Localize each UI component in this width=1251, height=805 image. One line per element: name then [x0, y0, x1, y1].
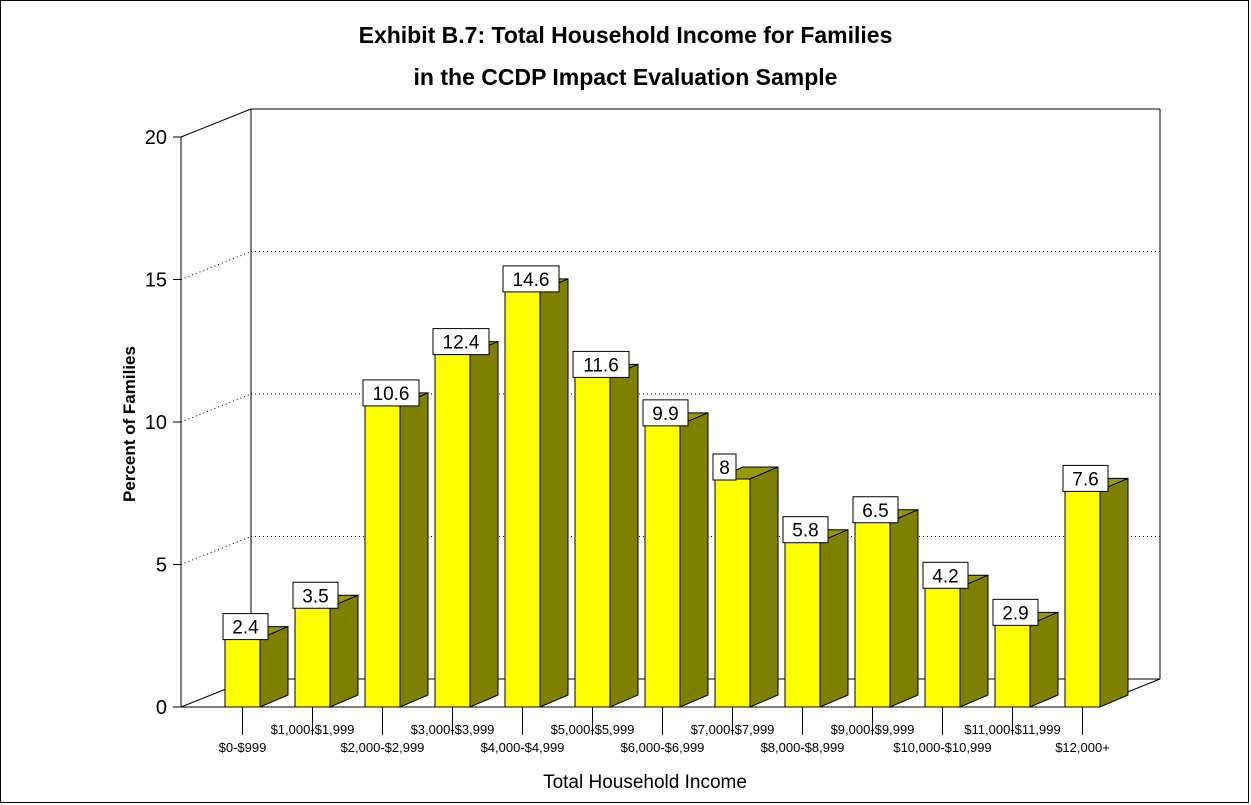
- y-axis-title: Percent of Families: [120, 346, 139, 502]
- bar: [364, 404, 401, 708]
- bar-group: [994, 611, 1059, 708]
- data-label-box: [432, 328, 490, 356]
- x-tick-label: $0-$999: [219, 740, 267, 755]
- bar-side-face: [609, 363, 639, 708]
- data-label-box: [642, 399, 689, 427]
- bar-group: [434, 340, 499, 708]
- bar-side-face: [749, 466, 779, 708]
- bar-group: [714, 466, 779, 708]
- data-label: 7.6: [1072, 469, 1098, 490]
- bar: [1064, 489, 1101, 708]
- bar: [574, 375, 611, 708]
- y-grid-diagonal: [180, 251, 252, 280]
- bar-group: [504, 278, 569, 708]
- bar: [224, 638, 261, 708]
- data-label: 11.6: [583, 355, 619, 376]
- bar-side-face: [819, 528, 849, 708]
- chart-title-line2: in the CCDP Impact Evaluation Sample: [413, 64, 838, 90]
- data-label-box: [782, 516, 829, 544]
- bar-side-face: [399, 392, 429, 708]
- y-grid-diagonal: [180, 108, 252, 138]
- bar-group: [574, 363, 639, 708]
- x-tick-label: $11,000-$11,999: [964, 722, 1060, 737]
- x-tick-label: $3,000-$3,999: [411, 722, 495, 737]
- data-label: 6.5: [862, 501, 888, 522]
- bar: [784, 541, 821, 708]
- x-tick-label: $2,000-$2,999: [341, 740, 425, 755]
- data-label: 5.8: [792, 521, 818, 542]
- data-label-box: [362, 379, 420, 407]
- y-tick-label: 0: [156, 697, 167, 719]
- bar-side-face: [1029, 611, 1059, 708]
- x-tick-label: $10,000-$10,999: [893, 740, 991, 755]
- x-tick-label: $4,000-$4,999: [481, 740, 565, 755]
- bar-side-face: [539, 278, 569, 708]
- y-grid-diagonal: [180, 536, 252, 565]
- bar: [714, 478, 751, 708]
- x-tick-label: $5,000-$5,999: [551, 722, 635, 737]
- bar-group: [924, 574, 989, 708]
- bar-group: [364, 392, 429, 708]
- data-label-box: [992, 598, 1039, 626]
- data-label-box: [712, 453, 737, 481]
- data-label: 12.4: [443, 333, 480, 354]
- data-label: 2.9: [1002, 603, 1028, 624]
- bar-side-face: [329, 594, 359, 708]
- bar-group: [644, 412, 709, 708]
- bar: [434, 353, 471, 708]
- bar-side-face: [1099, 477, 1129, 708]
- data-label-box: [1062, 464, 1109, 492]
- bar-side-face: [679, 412, 709, 708]
- data-label: 14.6: [513, 270, 550, 291]
- bar: [854, 521, 891, 708]
- data-label-box: [572, 350, 630, 378]
- bar: [294, 606, 331, 708]
- y-tick-label: 15: [145, 270, 167, 292]
- bar: [644, 424, 681, 708]
- bar-side-face: [469, 340, 499, 708]
- x-tick-label: $6,000-$6,999: [621, 740, 705, 755]
- chart-title-line1: Exhibit B.7: Total Household Income for …: [358, 22, 893, 48]
- bar-group: [854, 508, 919, 708]
- data-label-box: [922, 561, 969, 589]
- data-label: 2.4: [232, 618, 259, 639]
- x-tick-label: $12,000+: [1055, 740, 1110, 755]
- bar-side-face: [889, 508, 919, 708]
- y-tick-label: 20: [145, 127, 167, 149]
- x-tick-label: $1,000-$1,999: [271, 722, 355, 737]
- x-tick-label: $8,000-$8,999: [761, 740, 845, 755]
- x-axis-title: Total Household Income: [543, 772, 747, 793]
- bar: [924, 586, 961, 708]
- data-label-box: [852, 496, 899, 524]
- y-tick-label: 10: [145, 412, 167, 434]
- bar-group: [1064, 477, 1129, 708]
- data-label-box: [502, 265, 560, 293]
- y-tick-label: 5: [156, 555, 167, 577]
- bar-group: [294, 594, 359, 708]
- data-label: 3.5: [302, 586, 328, 607]
- data-label: 10.6: [373, 384, 410, 405]
- data-label-box: [222, 613, 269, 641]
- data-label-box: [292, 581, 339, 609]
- bar-side-face: [959, 574, 989, 708]
- y-grid-diagonal: [180, 393, 252, 423]
- x-tick-label: $7,000-$7,999: [691, 722, 775, 737]
- bar-group: [784, 528, 849, 708]
- data-label: 9.9: [652, 404, 678, 425]
- data-label: 4.2: [932, 566, 958, 587]
- bar: [994, 623, 1031, 708]
- x-tick-label: $9,000-$9,999: [831, 722, 915, 737]
- data-label: 8: [719, 458, 730, 479]
- bar: [504, 290, 541, 708]
